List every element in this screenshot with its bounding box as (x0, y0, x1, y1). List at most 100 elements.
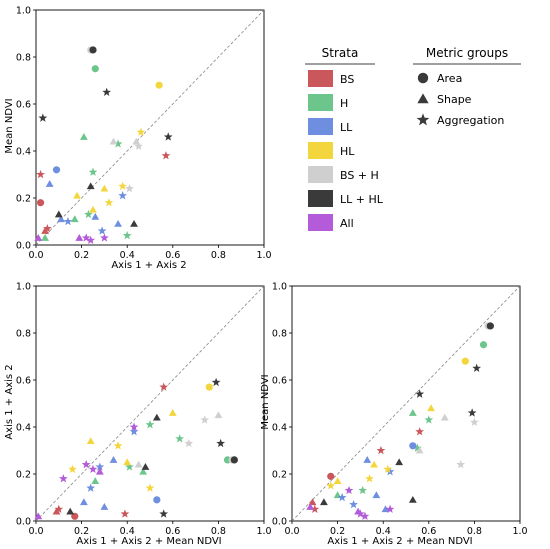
point-ll-agg (63, 216, 73, 226)
x-tick-label: 0.6 (165, 526, 180, 537)
scatter-panel-bottom-left: 0.00.0 0.2 0.2 0.4 0.4 0.6 0.6 0.8 0.8 1.0 1.0 Axi… (4, 281, 272, 547)
point-all-shape (95, 467, 104, 475)
point-bs-shape (52, 507, 61, 515)
point-hl-agg (136, 127, 146, 136)
point-all-shape (75, 234, 84, 241)
point-llhl-shape (54, 210, 63, 218)
point-llhl-shape (86, 182, 95, 190)
x-tick-label: 0.0 (28, 250, 43, 261)
point-h-agg (88, 167, 98, 176)
legend-label-ll: LL (340, 121, 353, 134)
panel-2-xlabel: Axis 1 + Axis 2 + Mean NDVI (76, 536, 221, 547)
panel-1-xlabel: Axis 1 + Axis 2 (111, 260, 186, 271)
legend-label-bs: BS (340, 73, 354, 86)
x-tick-label: 1.0 (256, 526, 271, 537)
panel-3-xlabel: Axis 1 + Axis 2 + Mean NDVI (327, 536, 472, 547)
y-tick-label: 0.8 (16, 52, 31, 63)
point-bsh-agg (125, 184, 134, 193)
point-bs-agg (54, 504, 64, 513)
y-tick-label: 0.0 (16, 240, 31, 251)
legend-swatch-bs (308, 70, 333, 87)
point-h-area (91, 65, 99, 73)
x-tick-label: 0.2 (74, 526, 89, 537)
point-h-agg (358, 485, 368, 495)
point-hl-agg (383, 464, 393, 474)
y-tick-label: 1.0 (272, 281, 287, 292)
point-bsh-shape (214, 411, 223, 419)
point-llhl-agg (472, 363, 482, 372)
scatter-panel-bottom-right: 0.00.0 0.2 0.2 0.4 0.4 0.6 0.6 0.8 0.8 1.0 1.0 Axi… (260, 281, 528, 547)
point-hl-shape (370, 460, 378, 468)
point-hl-area (205, 383, 213, 391)
point-ll-agg (97, 226, 107, 235)
point-ll-agg (129, 427, 139, 436)
point-bs-agg (159, 382, 169, 391)
point-ll-shape (363, 456, 372, 463)
point-h-shape (408, 409, 417, 416)
identity-line (35, 9, 265, 246)
point-all-shape (34, 512, 43, 520)
y-tick-label: 0.4 (16, 146, 31, 157)
point-llhl-agg (467, 408, 477, 417)
y-tick-label: 1.0 (16, 281, 31, 292)
point-llhl-area (89, 46, 97, 54)
star-icon (416, 113, 430, 126)
point-llhl-shape (320, 498, 328, 506)
point-ll-shape (114, 219, 122, 227)
y-tick-label: 0.2 (272, 469, 287, 480)
point-llhl-agg (163, 132, 173, 141)
y-tick-label: 1.0 (16, 5, 31, 16)
point-bsh-shape (134, 460, 143, 468)
panel-3-ticks: 0.00.0 0.2 0.2 0.4 0.4 0.6 0.6 0.8 0.8 1.0 1.0 (272, 281, 528, 537)
panel-2-points (34, 377, 238, 520)
metric-legend-items: Area Shape Aggregation (416, 72, 504, 127)
point-bs-area (327, 472, 335, 480)
y-tick-label: 0.8 (16, 328, 31, 339)
point-bs-agg (415, 427, 425, 436)
point-hl-shape (333, 477, 342, 484)
point-all-agg (356, 509, 365, 518)
point-all-agg (385, 504, 395, 513)
legend-label-all: All (340, 217, 354, 230)
point-ll-area (153, 496, 161, 504)
legend-metric-shape: Shape (437, 93, 472, 106)
point-h-agg (145, 420, 155, 429)
point-h-agg (113, 139, 123, 148)
point-ll-shape (57, 215, 65, 223)
point-bs-area (36, 199, 45, 207)
point-bs-agg (36, 169, 45, 179)
point-llhl-shape (152, 413, 161, 421)
y-tick-label: 0.0 (16, 516, 31, 527)
legend-label-hl: HL (340, 145, 355, 158)
panel-1-ticks: 0.00.0 0.2 0.2 0.4 0.4 0.6 0.6 0.8 0.8 1.0 1.0 (16, 5, 272, 261)
plot-frame (35, 285, 265, 522)
legend-swatch-h (308, 94, 333, 111)
point-llhl-shape (130, 219, 138, 227)
point-ll-shape (79, 498, 88, 506)
point-h-agg (125, 462, 134, 471)
point-bs-agg (376, 445, 386, 455)
point-llhl-agg (159, 509, 169, 518)
point-bsh-agg (200, 415, 210, 424)
x-tick-label: 0.0 (28, 526, 43, 537)
point-bsh-shape (109, 137, 118, 145)
point-ll-shape (91, 212, 100, 220)
x-tick-label: 0.0 (284, 526, 299, 537)
legend-swatch-llhl (308, 190, 333, 207)
point-ll-area (52, 166, 61, 174)
point-ll-agg (118, 191, 128, 200)
point-hl-shape (427, 404, 435, 412)
y-tick-label: 0.2 (16, 469, 31, 480)
x-tick-label: 0.8 (467, 526, 482, 537)
x-tick-label: 0.8 (211, 526, 226, 537)
point-ll-shape (45, 180, 54, 187)
panel-1-ylabel: Mean NDVI (4, 98, 15, 153)
point-all-agg (81, 233, 91, 242)
point-h-shape (41, 234, 50, 241)
y-tick-label: 0.4 (272, 422, 287, 433)
x-tick-label: 0.8 (211, 250, 226, 261)
point-llhl-agg (415, 389, 425, 398)
point-h-shape (79, 133, 88, 140)
point-ll-agg (385, 467, 395, 476)
